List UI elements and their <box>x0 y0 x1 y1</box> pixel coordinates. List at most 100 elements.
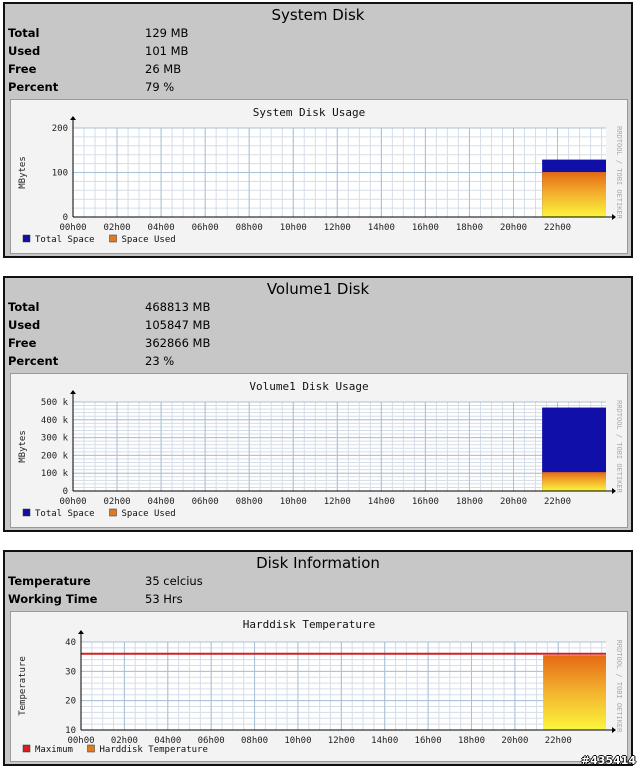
x-tick-label: 16h00 <box>412 223 439 233</box>
x-tick-label: 00h00 <box>59 497 86 507</box>
legend-swatch <box>22 234 31 243</box>
volume1-disk-usage-chart: Volume1 Disk Usage 00h00 02h00 04h00 06h00 08… <box>18 380 623 519</box>
x-tick-label: 08h00 <box>236 223 263 233</box>
x-tick-label: 04h00 <box>148 223 175 233</box>
y-tick-label: 0 <box>63 213 68 223</box>
stats-table: Total 468813 MB Used 105847 MB Free 362866 … <box>5 298 631 370</box>
x-tick-label: 20h00 <box>500 497 527 507</box>
stat-row: Temperature 35 celcius <box>5 572 631 590</box>
x-tick-label: 06h00 <box>198 736 225 746</box>
x-tick-label: 10h00 <box>280 223 307 233</box>
y-axis-label: MBytes <box>18 430 28 463</box>
x-tick-label: 04h00 <box>154 736 181 746</box>
stat-value: 35 celcius <box>145 574 203 588</box>
legend-label: Total Space <box>35 235 95 245</box>
x-tick-label: 14h00 <box>368 223 395 233</box>
stat-row: Total 129 MB <box>5 24 631 42</box>
rrdtool-credit: RRDTOOL / TOBI OETIKER <box>615 400 623 494</box>
x-tick-label: 04h00 <box>148 497 175 507</box>
y-axis-label: Temperature <box>18 656 28 716</box>
plot-area <box>73 402 606 491</box>
y-tick-label: 20 <box>65 697 76 707</box>
stat-row: Used 105847 MB <box>5 316 631 334</box>
stat-value: 362866 MB <box>145 336 211 350</box>
stat-label: Free <box>8 62 37 76</box>
harddisk-temperature-graph: Harddisk Temperature 00h00 02h00 04h00 06h00… <box>10 611 628 762</box>
y-axis-arrow <box>70 116 76 120</box>
x-tick-label: 20h00 <box>500 223 527 233</box>
stat-value: 101 MB <box>145 44 189 58</box>
y-axis-label: MBytes <box>18 156 28 189</box>
legend-label: Total Space <box>35 509 95 519</box>
x-tick-label: 00h00 <box>67 736 94 746</box>
x-tick-label: 12h00 <box>324 223 351 233</box>
legend-label: Harddisk Temperature <box>100 745 208 755</box>
stat-value: 79 % <box>145 80 175 94</box>
stat-label: Used <box>8 318 41 332</box>
stat-label: Total <box>8 26 40 40</box>
volume1-disk-panel: Volume1 Disk Total 468813 MB Used 105847 M… <box>3 276 633 532</box>
legend-label: Maximum <box>35 745 73 755</box>
system-disk-graph: System Disk Usage 00h00 02h00 04h00 06h00 08h… <box>10 99 628 254</box>
y-tick-label: 500 k <box>41 398 69 408</box>
x-tick-label: 18h00 <box>456 223 483 233</box>
stat-row: Percent 23 % <box>5 352 631 370</box>
legend-label: Space Used <box>122 509 176 519</box>
stat-value: 468813 MB <box>145 300 211 314</box>
y-tick-label: 300 k <box>41 434 69 444</box>
series-area-harddisk-temperature <box>543 655 606 730</box>
stat-label: Temperature <box>8 574 91 588</box>
stat-row: Percent 79 % <box>5 78 631 96</box>
x-axis-arrow <box>612 727 616 733</box>
x-axis-arrow <box>612 214 616 220</box>
y-tick-label: 30 <box>65 667 76 677</box>
system-disk-usage-chart: System Disk Usage 00h00 02h00 04h00 06h00 08h… <box>18 106 623 245</box>
legend-swatch <box>87 744 95 753</box>
series-area-space-used <box>542 172 606 217</box>
x-tick-label: 18h00 <box>456 497 483 507</box>
y-axis-arrow <box>78 630 84 634</box>
stat-row: Used 101 MB <box>5 42 631 60</box>
y-tick-label: 200 k <box>41 451 69 461</box>
y-tick-label: 40 <box>65 638 76 648</box>
x-tick-label: 12h00 <box>324 497 351 507</box>
panel-title: Volume1 Disk <box>266 280 370 298</box>
plot-area <box>81 642 606 730</box>
stat-label: Percent <box>8 354 59 368</box>
x-tick-label: 10h00 <box>284 736 311 746</box>
y-tick-label: 10 <box>65 726 76 736</box>
x-tick-label: 02h00 <box>104 223 131 233</box>
x-tick-label: 08h00 <box>236 497 263 507</box>
y-tick-label: 100 k <box>41 469 69 479</box>
x-tick-label: 18h00 <box>458 736 485 746</box>
stat-value: 26 MB <box>145 62 182 76</box>
x-tick-label: 20h00 <box>501 736 528 746</box>
x-tick-label: 22h00 <box>544 223 571 233</box>
volume1-disk-graph: Volume1 Disk Usage 00h00 02h00 04h00 06h00 08… <box>10 373 628 528</box>
stat-row: Free 362866 MB <box>5 334 631 352</box>
legend-swatch <box>22 744 31 753</box>
stats-table: Total 129 MB Used 101 MB Free 26 MB Percent… <box>5 24 631 96</box>
panel-title: System Disk <box>271 6 365 24</box>
x-tick-label: 06h00 <box>192 223 219 233</box>
x-tick-label: 10h00 <box>280 497 307 507</box>
chart-title: Volume1 Disk Usage <box>249 380 368 393</box>
stats-table: Temperature 35 celcius Working Time 53 Hrs <box>5 572 631 608</box>
x-tick-label: 00h00 <box>59 223 86 233</box>
series-area-space-used <box>542 472 606 491</box>
stat-row: Free 26 MB <box>5 60 631 78</box>
legend-swatch <box>109 508 117 517</box>
x-axis-arrow <box>612 488 616 494</box>
stat-label: Total <box>8 300 40 314</box>
y-tick-label: 200 <box>52 124 68 134</box>
harddisk-temperature-chart: Harddisk Temperature 00h00 02h00 04h00 06h00… <box>18 618 623 755</box>
stat-label: Free <box>8 336 37 350</box>
stat-value: 23 % <box>145 354 175 368</box>
y-tick-label: 0 <box>63 487 68 497</box>
watermark: #435414 <box>580 754 636 767</box>
system-disk-panel: System Disk Total 129 MB Used 101 MB Free 2… <box>3 2 633 258</box>
x-tick-label: 02h00 <box>111 736 138 746</box>
legend-label: Space Used <box>122 235 176 245</box>
x-tick-label: 22h00 <box>544 497 571 507</box>
stat-value: 53 Hrs <box>145 592 183 606</box>
